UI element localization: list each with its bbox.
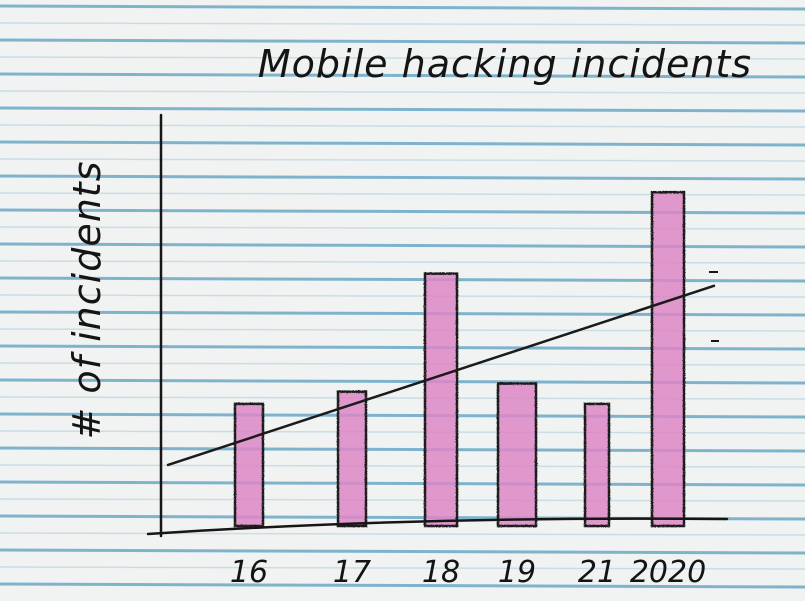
ruled-line <box>0 4 805 11</box>
x-tick-label: 21 <box>578 555 616 590</box>
x-axis <box>146 517 729 536</box>
ruled-line <box>0 140 805 147</box>
ruled-line-faint <box>0 566 805 570</box>
bar-21 <box>583 402 611 528</box>
ruled-line <box>0 106 805 113</box>
bar-2020 <box>650 190 686 528</box>
chart-title: Mobile hacking incidents <box>258 42 752 86</box>
ruled-line-faint <box>0 532 805 536</box>
x-tick-label: 2020 <box>630 555 706 590</box>
x-tick-label: 17 <box>333 555 371 590</box>
ruled-line <box>0 174 805 181</box>
x-tick-label: 18 <box>422 555 460 590</box>
ruled-line-faint <box>0 124 805 128</box>
ruled-line-faint <box>0 158 805 162</box>
bar-19 <box>496 382 538 528</box>
ruled-line <box>0 72 805 79</box>
ruled-line <box>0 548 805 555</box>
bar-17 <box>336 390 368 528</box>
y-axis-label: # of incidents <box>65 161 109 440</box>
ruled-line-faint <box>0 56 805 60</box>
x-tick-label: 19 <box>498 555 536 590</box>
ruled-line <box>0 582 805 589</box>
bar-18 <box>423 272 459 528</box>
ruled-line <box>0 38 805 45</box>
bar-16 <box>233 402 265 528</box>
trend-line <box>166 284 716 467</box>
ruled-line-faint <box>0 22 805 26</box>
bars <box>233 190 686 528</box>
x-tick-label: 16 <box>230 555 268 590</box>
ruled-line-faint <box>0 90 805 94</box>
x-tick-labels: 16 17 18 19 21 2020 <box>230 555 706 590</box>
